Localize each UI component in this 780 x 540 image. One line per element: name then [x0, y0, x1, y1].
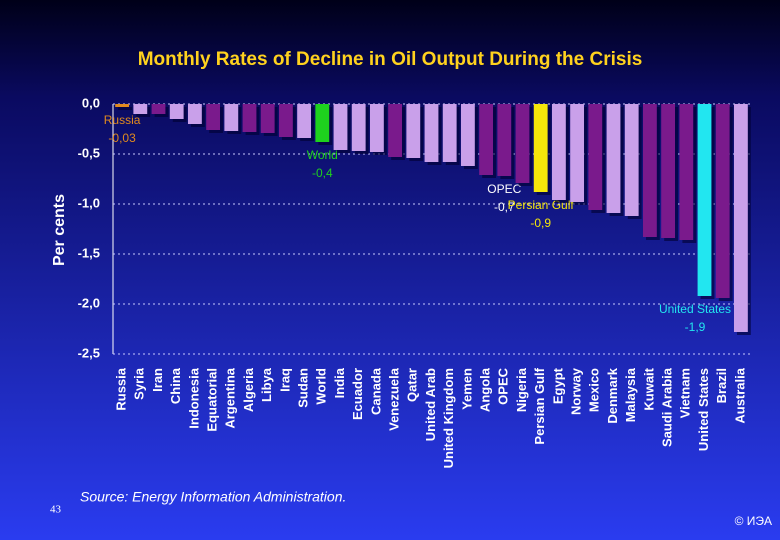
y-tick-label: -1,5	[78, 245, 100, 260]
annotation-name: United States	[659, 302, 731, 316]
source: Source: Energy Information Administratio…	[80, 489, 346, 505]
x-tick-label: Syria	[132, 367, 147, 400]
x-tick-label: Angola	[478, 367, 493, 412]
x-tick-label: World	[314, 368, 329, 405]
annotation-name: Russia	[104, 113, 141, 127]
x-tick-label: Denmark	[605, 367, 620, 423]
x-tick-label: Nigeria	[514, 367, 529, 412]
data-label: -0,4	[312, 166, 333, 180]
x-tick-label: Algeria	[241, 367, 256, 412]
bar	[679, 104, 694, 240]
bar	[133, 104, 148, 114]
x-tick-label: Kuwait	[641, 367, 656, 410]
y-tick-label: -2,0	[78, 295, 100, 310]
x-tick-label: Persian Gulf	[532, 367, 547, 444]
bar	[642, 104, 657, 237]
y-tick-label: -2,5	[78, 345, 100, 360]
bar	[388, 104, 403, 157]
bar	[224, 104, 239, 131]
bar	[278, 104, 293, 137]
x-tick-label: Libya	[259, 367, 274, 402]
x-tick-label: OPEC	[496, 367, 511, 404]
x-tick-label: Iraq	[277, 368, 292, 392]
bar	[115, 104, 130, 107]
bar	[151, 104, 166, 114]
x-tick-label: United Arab	[423, 368, 438, 441]
annotation-name: OPEC	[487, 182, 521, 196]
bar	[260, 104, 275, 133]
bar	[460, 104, 475, 166]
bar-shadow	[118, 107, 133, 110]
x-tick-label: China	[168, 367, 183, 404]
bar	[169, 104, 184, 119]
x-tick-label: United Kingdom	[441, 368, 456, 468]
bar	[588, 104, 603, 210]
bar	[533, 104, 548, 192]
data-label: -0,03	[108, 131, 136, 145]
bar	[479, 104, 494, 175]
y-tick-label: -0,5	[78, 145, 100, 160]
bar	[369, 104, 384, 152]
y-axis-label: Per cents	[51, 194, 68, 266]
x-tick-label: Malaysia	[623, 367, 638, 422]
bar	[351, 104, 366, 151]
x-tick-label: Norway	[569, 367, 584, 415]
x-tick-label: Iran	[150, 368, 165, 392]
bar	[733, 104, 748, 332]
x-tick-label: Qatar	[405, 368, 420, 402]
bar	[187, 104, 202, 124]
data-label: -1,9	[685, 320, 706, 334]
bar	[442, 104, 457, 162]
x-tick-label: Saudi Arabia	[660, 367, 675, 447]
x-tick-label: Ecuador	[350, 368, 365, 420]
x-tick-label: Vietnam	[678, 368, 693, 418]
annotation-name: World	[307, 148, 338, 162]
bar	[624, 104, 639, 216]
x-tick-label: Sudan	[296, 368, 311, 408]
x-tick-label: Venezuela	[387, 367, 402, 431]
y-tick-label: -1,0	[78, 195, 100, 210]
x-tick-label: Yemen	[459, 368, 474, 410]
x-tick-label: Australia	[732, 367, 747, 423]
bar	[661, 104, 676, 238]
copyright: © ИЭА	[735, 514, 772, 528]
x-tick-label: Indonesia	[186, 367, 201, 428]
page-number: 43	[50, 504, 62, 516]
bar	[206, 104, 221, 130]
bar	[315, 104, 330, 142]
x-tick-label: India	[332, 367, 347, 398]
chart-title: Monthly Rates of Decline in Oil Output D…	[138, 49, 643, 70]
x-tick-label: United States	[696, 368, 711, 451]
bar	[333, 104, 348, 150]
data-label: -0,7	[494, 200, 515, 214]
x-tick-label: Egypt	[550, 367, 565, 404]
bar	[424, 104, 439, 162]
x-tick-label: Brazil	[714, 368, 729, 403]
bar	[606, 104, 621, 213]
bar	[697, 104, 712, 296]
bar	[551, 104, 566, 200]
x-tick-label: Canada	[368, 367, 383, 415]
bar	[570, 104, 585, 202]
bar	[515, 104, 530, 183]
data-label: -0,9	[530, 216, 551, 230]
bar	[715, 104, 730, 298]
y-tick-label: 0,0	[82, 95, 100, 110]
bar	[406, 104, 421, 158]
x-tick-label: Argentina	[223, 367, 238, 428]
bar	[242, 104, 257, 132]
x-tick-label: Russia	[114, 367, 129, 410]
bar	[497, 104, 512, 176]
bar	[297, 104, 312, 138]
x-tick-label: Mexico	[587, 368, 602, 412]
x-tick-label: Equatorial	[205, 368, 220, 432]
